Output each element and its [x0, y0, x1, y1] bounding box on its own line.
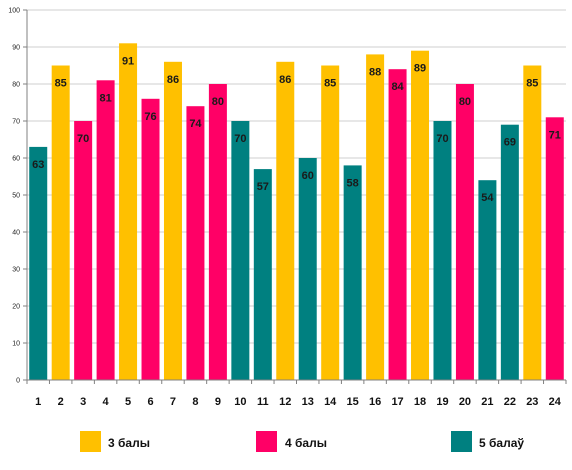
x-tick-label: 19 — [436, 396, 448, 408]
bar-24 — [545, 117, 564, 381]
bar-20 — [455, 84, 474, 380]
x-tick-label: 7 — [170, 396, 176, 408]
data-label-16: 88 — [369, 66, 381, 78]
bar-6 — [141, 98, 160, 381]
x-tick-label: 2 — [58, 396, 64, 408]
bar-9 — [208, 84, 227, 380]
y-tick-label: 70 — [12, 119, 20, 126]
data-label-5: 91 — [122, 55, 134, 67]
legend-swatch-5 — [451, 431, 472, 452]
legend: 3 балы 4 балы 5 балаў — [80, 431, 524, 452]
data-label-8: 74 — [189, 118, 202, 130]
data-label-20: 80 — [459, 96, 471, 108]
bar-15 — [343, 165, 362, 380]
bar-4 — [96, 80, 115, 381]
data-label-24: 71 — [549, 129, 561, 141]
x-tick-label: 9 — [215, 396, 221, 408]
bars — [29, 43, 564, 381]
x-tick-label: 21 — [481, 396, 493, 408]
x-tick-label: 20 — [459, 396, 471, 408]
data-label-22: 69 — [504, 137, 516, 149]
y-tick-label: 50 — [12, 193, 20, 200]
x-tick-label: 1 — [35, 396, 41, 408]
x-tick-label: 18 — [414, 396, 426, 408]
data-label-4: 81 — [99, 92, 111, 104]
x-tick-label: 22 — [504, 396, 516, 408]
bar-18 — [411, 50, 430, 380]
bar-2 — [51, 65, 70, 380]
bar-5 — [119, 43, 138, 381]
legend-swatch-4 — [256, 431, 277, 452]
bar-3 — [74, 121, 93, 380]
data-label-12: 86 — [279, 74, 291, 86]
y-tick-label: 100 — [8, 8, 20, 15]
y-tick-label: 60 — [12, 156, 20, 163]
x-tick-label: 11 — [257, 396, 269, 408]
bar-22 — [500, 124, 519, 380]
y-tick-label: 0 — [16, 378, 20, 385]
x-tick-label: 14 — [324, 396, 337, 408]
bar-13 — [298, 158, 317, 380]
bar-21 — [478, 180, 497, 380]
x-tick-label: 8 — [192, 396, 198, 408]
data-label-6: 76 — [144, 111, 156, 123]
data-label-10: 70 — [234, 133, 246, 145]
x-tick-label: 4 — [103, 396, 110, 408]
bar-16 — [366, 54, 385, 381]
y-tick-label: 20 — [12, 304, 20, 311]
y-tick-label: 10 — [12, 341, 20, 348]
data-label-2: 85 — [55, 78, 67, 90]
bar-10 — [231, 121, 250, 380]
data-label-13: 60 — [302, 170, 314, 182]
data-label-11: 57 — [257, 181, 269, 193]
bar-17 — [388, 69, 407, 380]
legend-label-3: 3 балы — [108, 436, 150, 450]
x-tick-label: 12 — [279, 396, 291, 408]
gridlines — [27, 9, 566, 344]
data-label-9: 80 — [212, 96, 224, 108]
x-tick-label: 10 — [234, 396, 246, 408]
data-label-19: 70 — [436, 133, 448, 145]
x-tick-label: 24 — [549, 396, 562, 408]
bar-14 — [321, 65, 340, 380]
data-label-21: 54 — [481, 192, 494, 204]
data-labels: 63 85 70 81 91 76 86 74 80 70 57 86 60 85 58 88 84 89 70 80… — [32, 55, 561, 204]
data-label-23: 85 — [526, 78, 538, 90]
bar-23 — [523, 65, 542, 380]
x-tick-label: 6 — [147, 396, 153, 408]
y-tick-label: 30 — [12, 267, 20, 274]
x-tick-label: 5 — [125, 396, 131, 408]
data-label-15: 58 — [347, 177, 359, 189]
x-tick-label: 15 — [347, 396, 359, 408]
x-tick-label: 16 — [369, 396, 381, 408]
y-tick-label: 40 — [12, 230, 20, 237]
data-label-3: 70 — [77, 133, 89, 145]
bar-7 — [163, 61, 182, 381]
data-label-14: 85 — [324, 78, 336, 90]
y-tick-label: 90 — [12, 45, 20, 52]
legend-label-5: 5 балаў — [479, 436, 524, 450]
bar-1 — [29, 146, 48, 380]
bar-19 — [433, 121, 452, 380]
data-label-18: 89 — [414, 63, 426, 75]
x-tick-label: 13 — [302, 396, 314, 408]
x-tick-label: 23 — [526, 396, 538, 408]
data-label-7: 86 — [167, 74, 179, 86]
x-tick-label: 3 — [80, 396, 86, 408]
legend-swatch-3 — [80, 431, 101, 452]
data-label-17: 84 — [391, 81, 404, 93]
bar-12 — [276, 61, 295, 381]
x-tick-label: 17 — [391, 396, 403, 408]
y-tick-label: 80 — [12, 82, 20, 89]
bar-11 — [253, 169, 272, 380]
legend-label-4: 4 балы — [285, 436, 327, 450]
data-label-1: 63 — [32, 159, 44, 171]
bar-8 — [186, 106, 205, 380]
